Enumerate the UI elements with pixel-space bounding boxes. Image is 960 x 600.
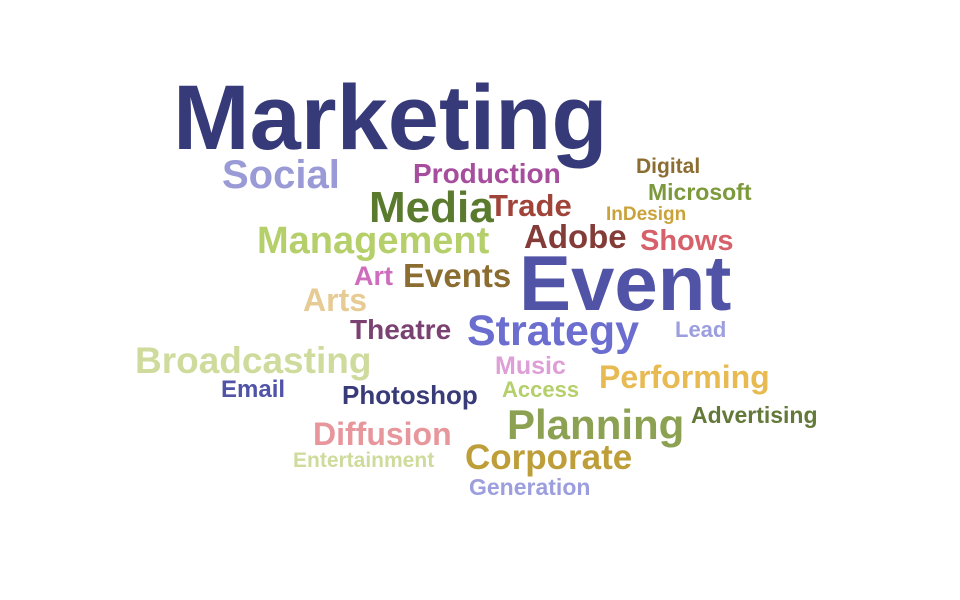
word-indesign: InDesign xyxy=(606,204,687,225)
word-diffusion: Diffusion xyxy=(313,416,452,452)
word-broadcasting: Broadcasting xyxy=(135,340,372,381)
word-media: Media xyxy=(369,183,494,232)
word-lead: Lead xyxy=(675,317,727,342)
word-art: Art xyxy=(354,261,393,291)
word-planning: Planning xyxy=(507,401,685,448)
word-microsoft: Microsoft xyxy=(648,179,752,205)
word-event: Event xyxy=(519,239,732,327)
word-generation: Generation xyxy=(469,474,591,500)
word-performing: Performing xyxy=(599,359,770,395)
word-entertainment: Entertainment xyxy=(293,449,435,472)
word-production: Production xyxy=(413,158,561,189)
word-trade: Trade xyxy=(489,188,572,223)
word-arts: Arts xyxy=(303,282,368,318)
word-advertising: Advertising xyxy=(691,402,818,428)
word-corporate: Corporate xyxy=(465,438,633,477)
word-events: Events xyxy=(403,257,512,294)
word-access: Access xyxy=(502,377,580,402)
word-email: Email xyxy=(221,376,286,403)
word-management: Management xyxy=(257,220,490,262)
word-theatre: Theatre xyxy=(350,314,452,345)
word-photoshop: Photoshop xyxy=(342,380,478,410)
word-social: Social xyxy=(222,153,340,197)
word-adobe: Adobe xyxy=(524,218,627,255)
word-shows: Shows xyxy=(640,225,734,257)
word-digital: Digital xyxy=(636,155,701,178)
word-marketing: Marketing xyxy=(173,67,608,169)
word-music: Music xyxy=(495,352,566,380)
word-strategy: Strategy xyxy=(467,307,640,355)
